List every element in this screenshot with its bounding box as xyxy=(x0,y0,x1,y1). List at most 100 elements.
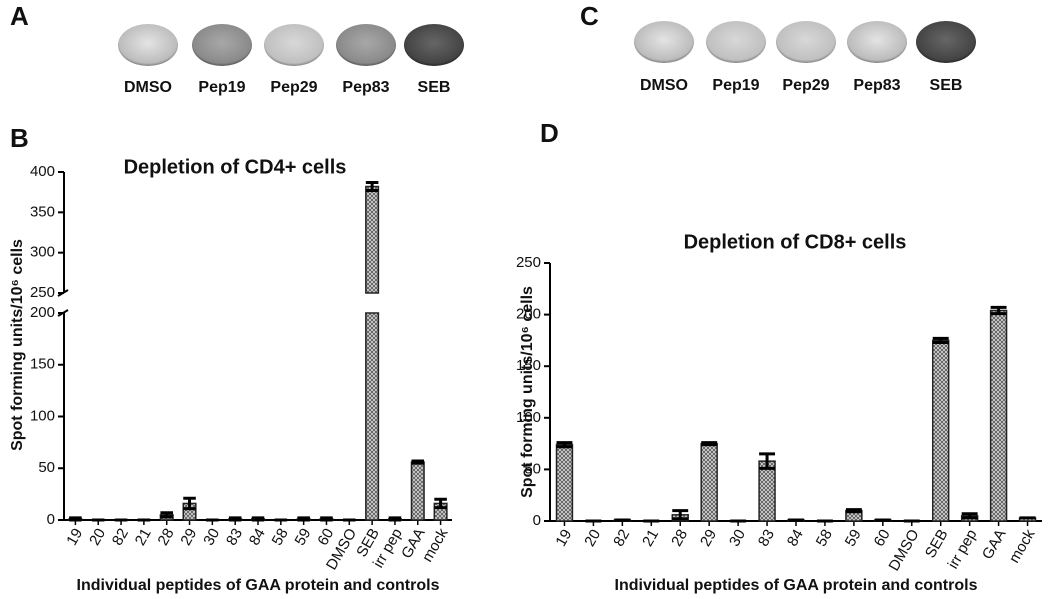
well xyxy=(776,21,836,63)
well xyxy=(118,24,178,66)
error-bar xyxy=(434,497,447,510)
x-tick-label: 20 xyxy=(86,525,109,548)
error-bar xyxy=(990,305,1007,316)
well xyxy=(192,24,252,66)
error-bar xyxy=(961,512,978,520)
x-tick-label: GAA xyxy=(979,526,1010,562)
error-bar xyxy=(556,441,573,449)
well-label: SEB xyxy=(930,77,963,94)
x-tick-label: 30 xyxy=(726,526,749,549)
y-tick-label: 0 xyxy=(533,512,541,529)
well xyxy=(336,24,396,66)
error-bar xyxy=(845,508,862,514)
x-tick-label: mock xyxy=(419,525,452,565)
bar xyxy=(410,461,425,521)
chart-title: Depletion of CD4+ cells xyxy=(124,156,347,178)
x-tick-label: 60 xyxy=(871,526,894,549)
y-axis-label: Spot forming units/10⁶ cells xyxy=(519,286,536,498)
x-tick-label: 30 xyxy=(200,525,223,548)
y-tick-label: 350 xyxy=(30,203,55,220)
well-label: Pep29 xyxy=(270,79,317,96)
error-bar xyxy=(701,441,718,447)
well-label: Pep19 xyxy=(198,79,245,96)
well-label: DMSO xyxy=(640,77,688,94)
y-tick-label: 50 xyxy=(38,459,55,476)
well-label: Pep29 xyxy=(782,77,829,94)
x-tick-label: irr pep xyxy=(945,526,981,571)
panel-letter: D xyxy=(540,118,559,148)
panel-letter: C xyxy=(580,1,599,31)
well-label: DMSO xyxy=(124,79,172,96)
well-label: SEB xyxy=(418,79,451,96)
bar xyxy=(700,442,718,522)
bar xyxy=(931,339,950,522)
wells-a: DMSO Pep19 Pep29 Pep83 SEB xyxy=(118,24,464,96)
error-bar xyxy=(251,516,265,522)
x-tick-label: 58 xyxy=(269,525,292,548)
x-tick-label: 82 xyxy=(610,526,633,549)
x-tick-label: 84 xyxy=(784,526,807,549)
x-tick-label: SEB xyxy=(922,526,952,560)
bar xyxy=(989,309,1008,522)
x-axis-label: Individual peptides of GAA protein and c… xyxy=(77,577,440,594)
wells-c: DMSO Pep19 Pep29 Pep83 SEB xyxy=(634,21,976,94)
x-tick-label: 82 xyxy=(109,525,132,548)
y-tick-label: 300 xyxy=(30,244,55,261)
y-tick-label: 200 xyxy=(30,304,55,321)
chart-title: Depletion of CD8+ cells xyxy=(684,231,907,253)
error-bar xyxy=(69,516,82,522)
bar xyxy=(365,312,380,521)
error-bar xyxy=(411,459,425,465)
x-tick-label: 21 xyxy=(639,526,662,549)
y-tick-label: 50 xyxy=(524,460,541,477)
x-tick-label: 19 xyxy=(63,525,86,548)
error-bar xyxy=(672,509,689,521)
error-bar xyxy=(160,511,173,519)
well xyxy=(706,21,766,63)
well-label: Pep19 xyxy=(712,77,759,94)
y-axis-label: Spot forming units/10⁶ cells xyxy=(9,239,26,451)
x-tick-label: 83 xyxy=(223,525,246,548)
well-label: Pep83 xyxy=(853,77,900,94)
error-bar xyxy=(388,516,402,522)
error-bar xyxy=(759,452,776,470)
panel-letter: B xyxy=(10,123,29,153)
well xyxy=(634,21,694,63)
well xyxy=(916,21,976,63)
error-bar xyxy=(365,180,379,193)
x-tick-label: 59 xyxy=(842,526,865,549)
well-label: Pep83 xyxy=(342,79,389,96)
x-tick-label: 21 xyxy=(132,525,155,548)
error-bar xyxy=(228,516,242,522)
error-bar xyxy=(297,516,310,522)
y-tick-label: 100 xyxy=(30,407,55,424)
x-tick-label: 29 xyxy=(697,526,720,549)
panel-letter: A xyxy=(10,1,29,31)
y-tick-label: 400 xyxy=(30,163,55,180)
well xyxy=(847,21,907,63)
x-tick-label: 60 xyxy=(314,525,337,548)
bar xyxy=(555,443,574,522)
well xyxy=(264,24,324,66)
x-tick-label: 20 xyxy=(581,526,604,549)
x-tick-label: 29 xyxy=(177,525,200,548)
y-tick-label: 150 xyxy=(30,356,55,373)
y-tick-label: 100 xyxy=(516,409,541,426)
y-tick-label: 150 xyxy=(516,357,541,374)
x-axis-label: Individual peptides of GAA protein and c… xyxy=(615,577,978,594)
bar xyxy=(365,185,380,294)
x-tick-label: 59 xyxy=(291,525,314,548)
x-tick-label: 83 xyxy=(755,526,778,549)
bar xyxy=(758,460,776,522)
well xyxy=(404,24,464,66)
x-tick-label: 84 xyxy=(246,525,269,548)
error-bar xyxy=(320,516,333,522)
x-tick-label: 28 xyxy=(668,526,691,549)
y-tick-label: 200 xyxy=(516,306,541,323)
error-bar xyxy=(932,336,949,344)
y-tick-label: 0 xyxy=(47,511,55,528)
x-tick-label: 28 xyxy=(155,525,178,548)
y-tick-label: 250 xyxy=(516,254,541,271)
x-tick-label: mock xyxy=(1006,526,1039,566)
y-tick-label: 250 xyxy=(30,284,55,301)
